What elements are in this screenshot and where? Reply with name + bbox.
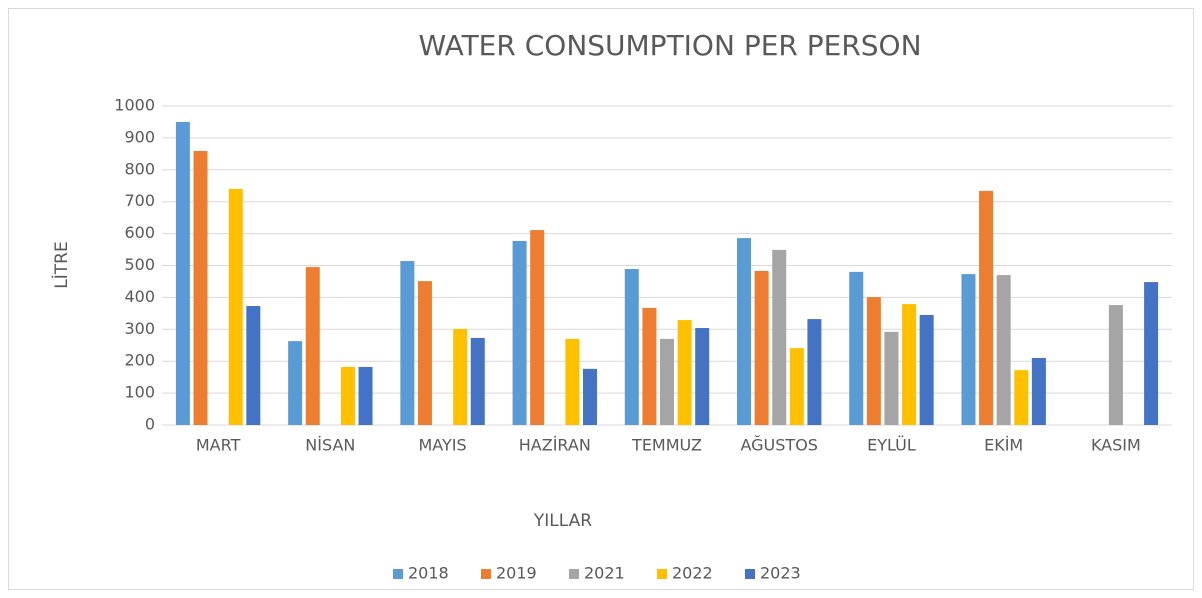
x-tick-label: EKİM (984, 436, 1023, 455)
bar (417, 281, 432, 425)
x-tick-label: NİSAN (305, 436, 355, 455)
bar (1144, 282, 1159, 425)
y-tick-label: 600 (124, 223, 155, 242)
legend-label: 2021 (584, 564, 625, 583)
bar (789, 348, 804, 425)
bar (512, 240, 527, 425)
x-tick-label: TEMMUZ (631, 436, 702, 455)
y-tick-label: 700 (124, 191, 155, 210)
legend-swatch (657, 569, 667, 579)
bar (695, 328, 710, 425)
y-tick-label: 100 (124, 383, 155, 402)
legend-label: 2023 (760, 564, 801, 583)
y-tick-label: 500 (124, 255, 155, 274)
bar (340, 366, 355, 425)
bar (582, 368, 597, 425)
bar (902, 304, 917, 425)
x-tick-label: MART (196, 436, 241, 455)
bar (660, 338, 674, 425)
y-tick-label: 0 (145, 415, 155, 434)
bar (807, 319, 822, 425)
chart-title: WATER CONSUMPTION PER PERSON (418, 29, 921, 62)
bar (919, 314, 934, 425)
bar (961, 274, 976, 425)
bar (400, 261, 415, 425)
bar (996, 275, 1011, 425)
bar (193, 150, 208, 425)
bar (1031, 358, 1046, 425)
bar (884, 331, 899, 425)
y-tick-label: 900 (124, 127, 155, 146)
y-axis-label: LİTRE (51, 241, 72, 288)
bar (849, 271, 864, 425)
legend-label: 2022 (672, 564, 713, 583)
legend-swatch (481, 569, 491, 579)
legend-label: 2018 (408, 564, 449, 583)
bar (453, 328, 468, 425)
bar (866, 297, 881, 425)
bar (175, 121, 190, 425)
y-tick-label: 200 (124, 351, 155, 370)
x-tick-label: KASIM (1091, 436, 1141, 455)
y-tick-label: 1000 (114, 96, 155, 115)
bar (979, 190, 994, 425)
x-tick-label: AĞUSTOS (740, 436, 817, 455)
bar (677, 320, 692, 425)
y-tick-label: 800 (124, 159, 155, 178)
bar (1014, 370, 1029, 425)
legend-swatch (569, 569, 579, 579)
bar (772, 249, 787, 425)
bar (754, 270, 769, 425)
bar (228, 188, 243, 425)
x-tick-label: HAZİRAN (519, 436, 591, 455)
bar (305, 267, 320, 425)
x-tick-label: MAYIS (418, 436, 466, 455)
bar (530, 230, 545, 425)
x-axis-label: YILLAR (533, 511, 592, 531)
legend-label: 2019 (496, 564, 537, 583)
bar (358, 366, 373, 425)
bar (642, 307, 657, 425)
x-tick-label: EYLÜL (867, 436, 916, 455)
bar (470, 337, 485, 425)
bar (737, 238, 752, 425)
legend-swatch (745, 569, 755, 579)
bar (565, 338, 580, 425)
legend-swatch (393, 569, 403, 579)
bar (1108, 305, 1123, 425)
bar (624, 269, 639, 425)
y-tick-label: 400 (124, 287, 155, 306)
bar (288, 341, 303, 425)
bar (246, 306, 261, 425)
y-tick-label: 300 (124, 319, 155, 338)
